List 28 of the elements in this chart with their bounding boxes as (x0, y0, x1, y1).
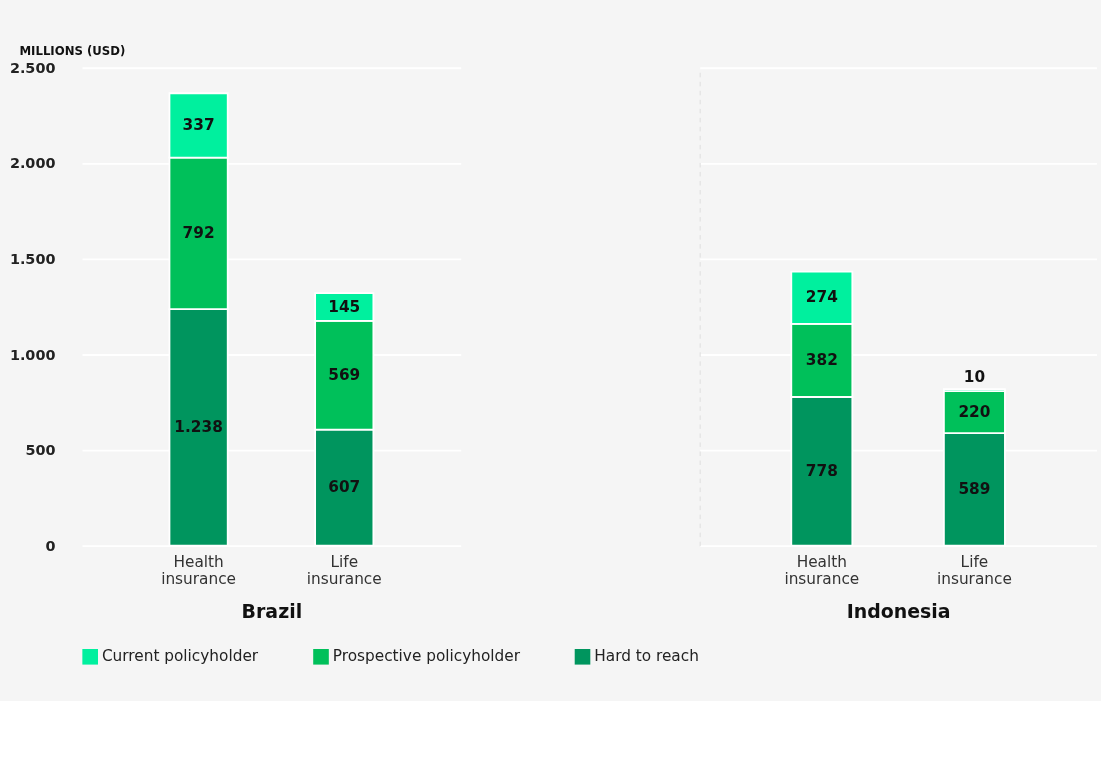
data-label: 337 (182, 115, 215, 134)
y-tick-label: 2.500 (9, 59, 56, 76)
data-label: 607 (328, 478, 361, 497)
legend-label: Current policyholder (101, 647, 259, 666)
y-tick-label: 500 (25, 442, 56, 459)
data-label: 569 (328, 365, 361, 384)
legend-label: Hard to reach (594, 647, 699, 666)
x-tick-label: Health insurance (161, 552, 237, 589)
data-label: 274 (805, 288, 838, 307)
data-label: 145 (328, 297, 361, 316)
x-axis-title: Brazil (241, 600, 303, 623)
data-label: 589 (958, 479, 991, 498)
x-axis-title: Indonesia (846, 600, 951, 623)
y-tick-label: 2.000 (9, 155, 56, 172)
data-label: 10 (963, 367, 986, 386)
legend-label: Prospective policyholder (332, 647, 521, 666)
y-axis-title: MILLIONS (USD) (19, 43, 126, 58)
x-tick-label: Life insurance (936, 552, 1012, 589)
x-tick-label: Health insurance (784, 552, 860, 589)
y-tick-label: 1.000 (9, 346, 56, 363)
data-label: 220 (958, 402, 991, 421)
data-label: 792 (182, 223, 215, 242)
y-tick-label: 0 (45, 537, 56, 554)
x-tick-label: Life insurance (306, 552, 382, 589)
data-label: 1.238 (174, 417, 223, 436)
data-label: 778 (805, 461, 838, 480)
y-tick-label: 1.500 (9, 250, 56, 267)
data-label: 382 (805, 350, 838, 369)
